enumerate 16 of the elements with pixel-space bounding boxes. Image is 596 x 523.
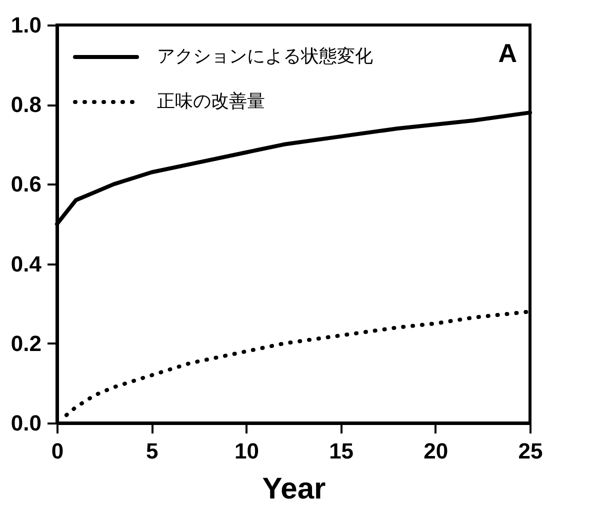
x-tick-label: 25	[518, 438, 543, 464]
legend-label: 正味の改善量	[157, 91, 265, 112]
annotation: A	[498, 38, 518, 68]
y-tick-label: 1.0	[10, 12, 42, 38]
y-tick-label: 0.0	[10, 410, 42, 436]
x-tick-label: 5	[146, 438, 158, 464]
y-tick-label: 0.2	[10, 330, 42, 356]
x-tick-label: 0	[51, 438, 64, 464]
y-tick-label: 0.4	[10, 251, 42, 276]
x-tick-label: 10	[234, 438, 259, 464]
y-tick-label: 0.6	[10, 172, 42, 197]
legend-label: アクションによる状態変化	[157, 46, 373, 67]
y-tick-label: 0.8	[10, 92, 42, 118]
x-axis-title: Year	[262, 472, 326, 506]
x-tick-label: 15	[329, 438, 354, 464]
x-tick-label: 20	[424, 438, 448, 464]
